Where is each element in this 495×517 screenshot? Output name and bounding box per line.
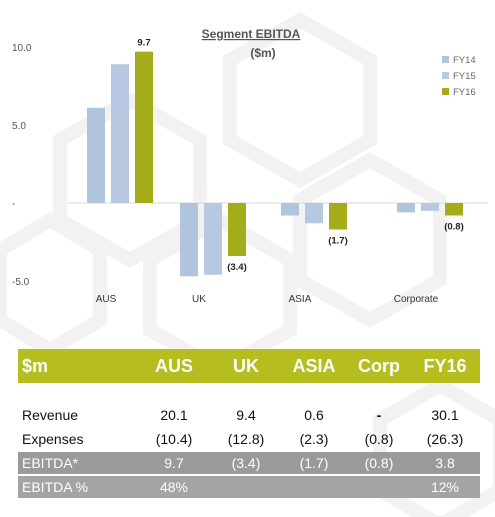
legend-swatch-fy16 — [442, 88, 449, 95]
category-label: UK — [192, 294, 206, 305]
table-cell: (2.3) — [299, 431, 329, 447]
category-label: AUS — [96, 294, 117, 305]
y-tick-label: -5.0 — [12, 277, 30, 288]
table-cell: - — [376, 407, 382, 423]
row-label: EBITDA % — [22, 479, 89, 495]
data-label: (3.4) — [227, 262, 247, 273]
header-cell: ASIA — [292, 355, 336, 376]
bar-fy15-uk — [204, 203, 222, 275]
row-label: Revenue — [22, 407, 79, 423]
y-tick-label: 5.0 — [12, 121, 26, 132]
bar-fy16-asia — [329, 203, 347, 230]
table-cell: (1.7) — [299, 455, 329, 471]
y-tick-label: - — [12, 199, 15, 210]
category-label: Corporate — [394, 294, 439, 305]
table-cell: 12% — [430, 479, 460, 495]
bar-fy14-aus — [87, 107, 105, 203]
ebitda-summary-table: $m AUS UK ASIA Corp FY16 Revenue 20.1 9.… — [18, 349, 480, 498]
bar-fy14-uk — [180, 203, 198, 277]
legend: FY14 FY15 FY16 — [442, 55, 476, 98]
bar-fy16-corporate — [445, 203, 463, 216]
data-label: 9.7 — [137, 38, 150, 49]
header-cell: $m — [22, 355, 49, 376]
table-row-revenue: Revenue 20.1 9.4 0.6 - 30.1 — [18, 403, 480, 427]
legend-label: FY16 — [453, 87, 476, 98]
bar-fy14-corporate — [397, 203, 415, 213]
legend-label: FY15 — [453, 71, 476, 82]
data-label: (1.7) — [328, 236, 348, 247]
x-axis: AUS UK ASIA Corporate — [96, 294, 439, 305]
data-labels: 9.7 (3.4) (1.7) (0.8) — [137, 38, 463, 273]
chart-subtitle: ($m) — [250, 46, 275, 60]
table-cell: 48% — [159, 479, 189, 495]
table-header-row: $m AUS UK ASIA Corp FY16 — [18, 349, 480, 383]
table-cell: 20.1 — [160, 407, 188, 423]
legend-swatch-fy15 — [442, 72, 449, 79]
table-row-expenses: Expenses (10.4) (12.8) (2.3) (0.8) (26.3… — [18, 427, 480, 451]
y-tick-label: 10.0 — [12, 43, 32, 54]
header-cell: UK — [233, 355, 259, 376]
table-cell: (10.4) — [155, 431, 193, 447]
bar-fy15-asia — [305, 203, 323, 224]
table-row-ebitda: EBITDA* 9.7 (3.4) (1.7) (0.8) 3.8 — [18, 452, 480, 476]
row-label: Expenses — [22, 431, 84, 447]
table-cell: 9.7 — [164, 455, 184, 471]
bar-fy14-asia — [281, 203, 299, 216]
table-cell: 0.6 — [304, 407, 324, 423]
legend-label: FY14 — [453, 55, 476, 66]
legend-swatch-fy14 — [442, 56, 449, 63]
table-cell: (0.8) — [364, 431, 394, 447]
data-label: (0.8) — [444, 221, 464, 232]
header-cell: AUS — [154, 355, 193, 376]
table-cell: (12.8) — [227, 431, 265, 447]
table-cell: (26.3) — [426, 431, 464, 447]
bar-fy16-uk — [228, 203, 246, 257]
table-cell: 30.1 — [431, 407, 459, 423]
row-label: EBITDA* — [22, 455, 79, 471]
table-cell: 9.4 — [236, 407, 256, 423]
header-cell: FY16 — [423, 355, 467, 376]
bar-fy16-aus — [135, 51, 153, 204]
category-label: ASIA — [289, 294, 312, 305]
header-cell: Corp — [358, 355, 400, 376]
table-cell: (0.8) — [364, 455, 394, 471]
segment-ebitda-chart: Segment EBITDA ($m) 10.0 5.0 - -5.0 9.7 (3.4… — [12, 27, 488, 305]
table-cell: 3.8 — [435, 455, 455, 471]
table-row-ebitda-percent: EBITDA % 48% 12% — [18, 476, 480, 498]
bar-fy15-aus — [111, 64, 129, 203]
bars-group — [87, 51, 463, 277]
y-axis: 10.0 5.0 - -5.0 — [12, 43, 32, 288]
bar-fy15-corporate — [421, 203, 439, 211]
table-cell: (3.4) — [231, 455, 261, 471]
chart-title: Segment EBITDA — [202, 27, 301, 41]
